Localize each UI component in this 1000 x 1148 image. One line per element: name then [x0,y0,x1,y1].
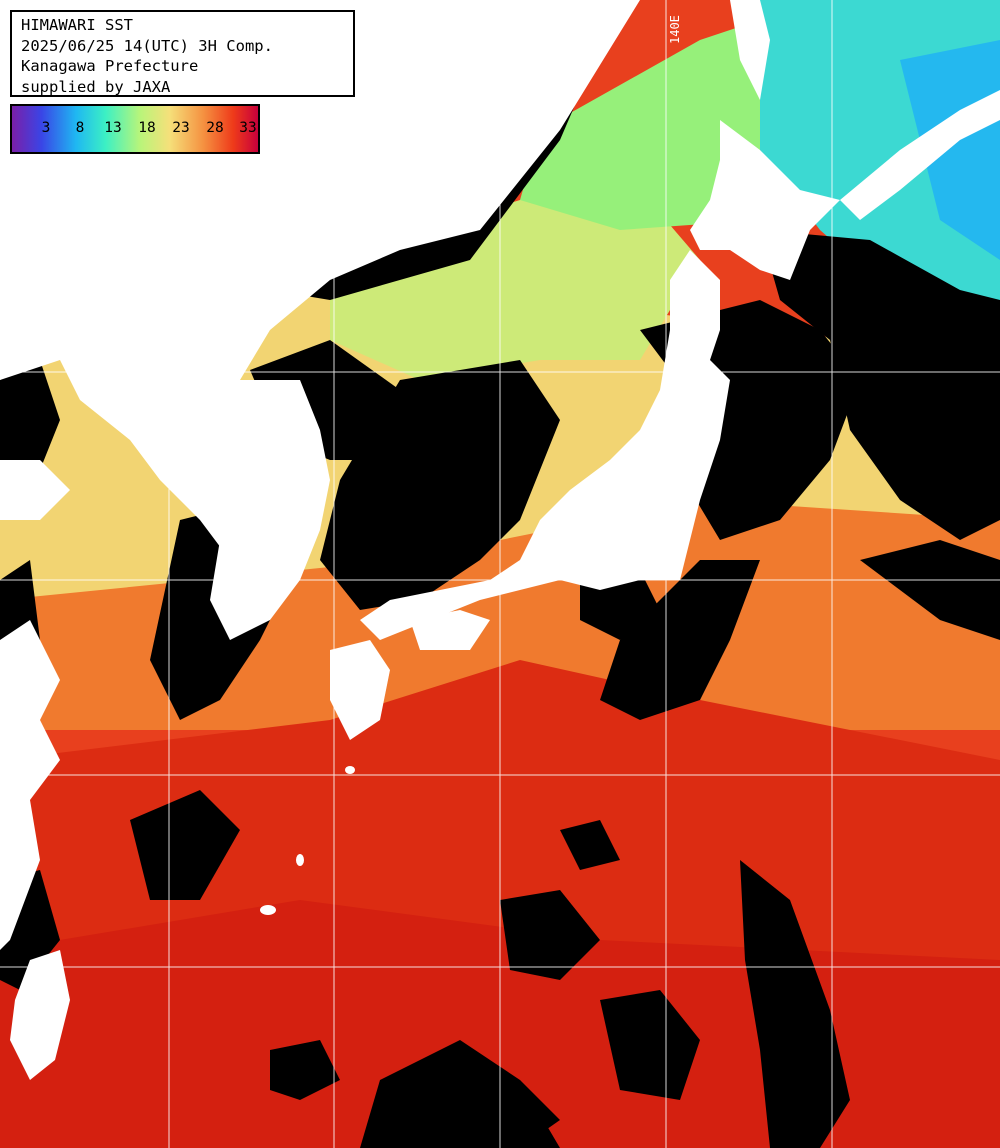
legend-tick-28: 28 [206,120,224,136]
hokkaido [690,120,840,280]
legend-tick-23: 23 [172,120,190,136]
legend-tick-8: 8 [75,120,85,136]
china-coast [0,620,60,950]
legend-tick-18: 18 [138,120,156,136]
kyushu [330,640,390,740]
lat-label-30n: 30N [22,760,44,774]
honshu [360,250,730,640]
sakhalin [730,0,770,100]
shikoku [410,610,490,650]
blue-northeast [900,40,1000,260]
green-north [520,20,760,230]
lat-label-40n: 40N [22,352,44,366]
taiwan [10,950,70,1080]
legend-tick-3: 3 [41,120,51,136]
shandong [0,460,70,520]
legend-tick-13: 13 [104,120,122,136]
korean-peninsula [210,380,330,640]
lon-label-140e: 140E [668,15,682,44]
title-line-2: 2025/06/25 14(UTC) 3H Comp. [21,36,273,55]
title-box: HIMAWARI SST 2025/06/25 14(UTC) 3H Comp.… [10,10,355,97]
color-legend: 3 8 13 18 23 28 33 [10,104,260,154]
legend-gradient [12,106,258,152]
russia-coast [840,90,1000,220]
legend-tick-33: 33 [239,120,257,136]
title-line-3: Kanagawa Prefecture [21,57,199,75]
title-line-4: supplied by JAXA [21,77,171,96]
title-line-1: HIMAWARI SST [21,16,133,34]
